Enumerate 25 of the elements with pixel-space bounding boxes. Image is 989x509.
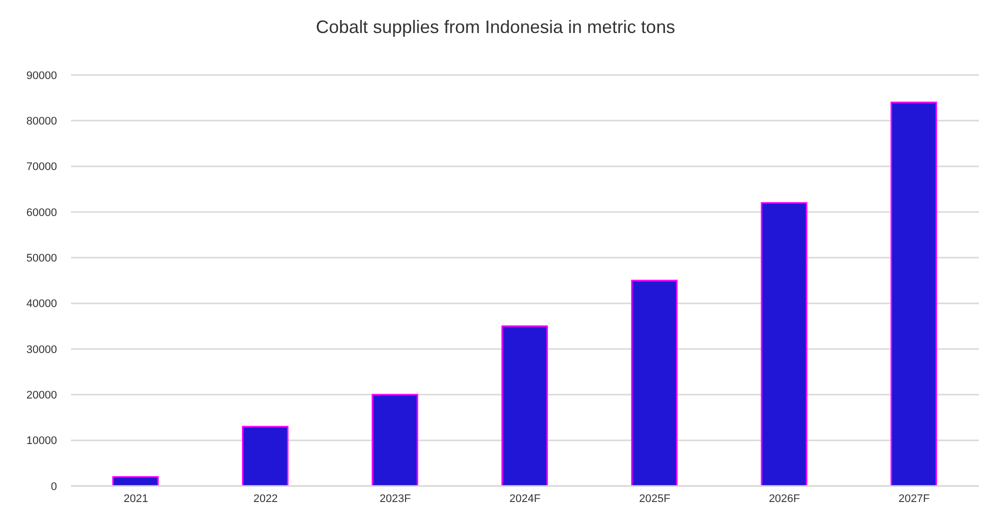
y-tick-label: 90000 — [26, 70, 57, 82]
y-tick-label: 0 — [50, 480, 57, 493]
bar — [631, 280, 678, 486]
bar — [372, 394, 418, 486]
bar — [242, 426, 288, 486]
y-tick-label: 40000 — [26, 298, 57, 310]
x-tick-label: 2027F — [898, 492, 930, 505]
y-tick-label: 80000 — [26, 116, 57, 128]
bar — [501, 325, 548, 486]
bar — [760, 202, 808, 486]
x-tick-label: 2023F — [380, 492, 412, 505]
chart-title: Cobalt supplies from Indonesia in metric tons — [314, 16, 676, 39]
y-tick-label: 30000 — [26, 344, 57, 356]
y-tick-label: 10000 — [26, 435, 57, 448]
x-tick-label: 2024F — [509, 492, 541, 505]
bar — [890, 102, 938, 486]
x-tick-label: 2021 — [124, 492, 148, 505]
x-tick-label: 2026F — [768, 492, 800, 505]
x-tick-label: 2022 — [253, 492, 278, 505]
x-tick-label: 2025F — [639, 492, 671, 505]
bar — [112, 476, 159, 486]
y-tick-label: 50000 — [26, 252, 57, 265]
y-tick-label: 20000 — [26, 390, 57, 402]
y-tick-label: 60000 — [26, 206, 57, 219]
y-tick-label: 70000 — [26, 161, 57, 174]
